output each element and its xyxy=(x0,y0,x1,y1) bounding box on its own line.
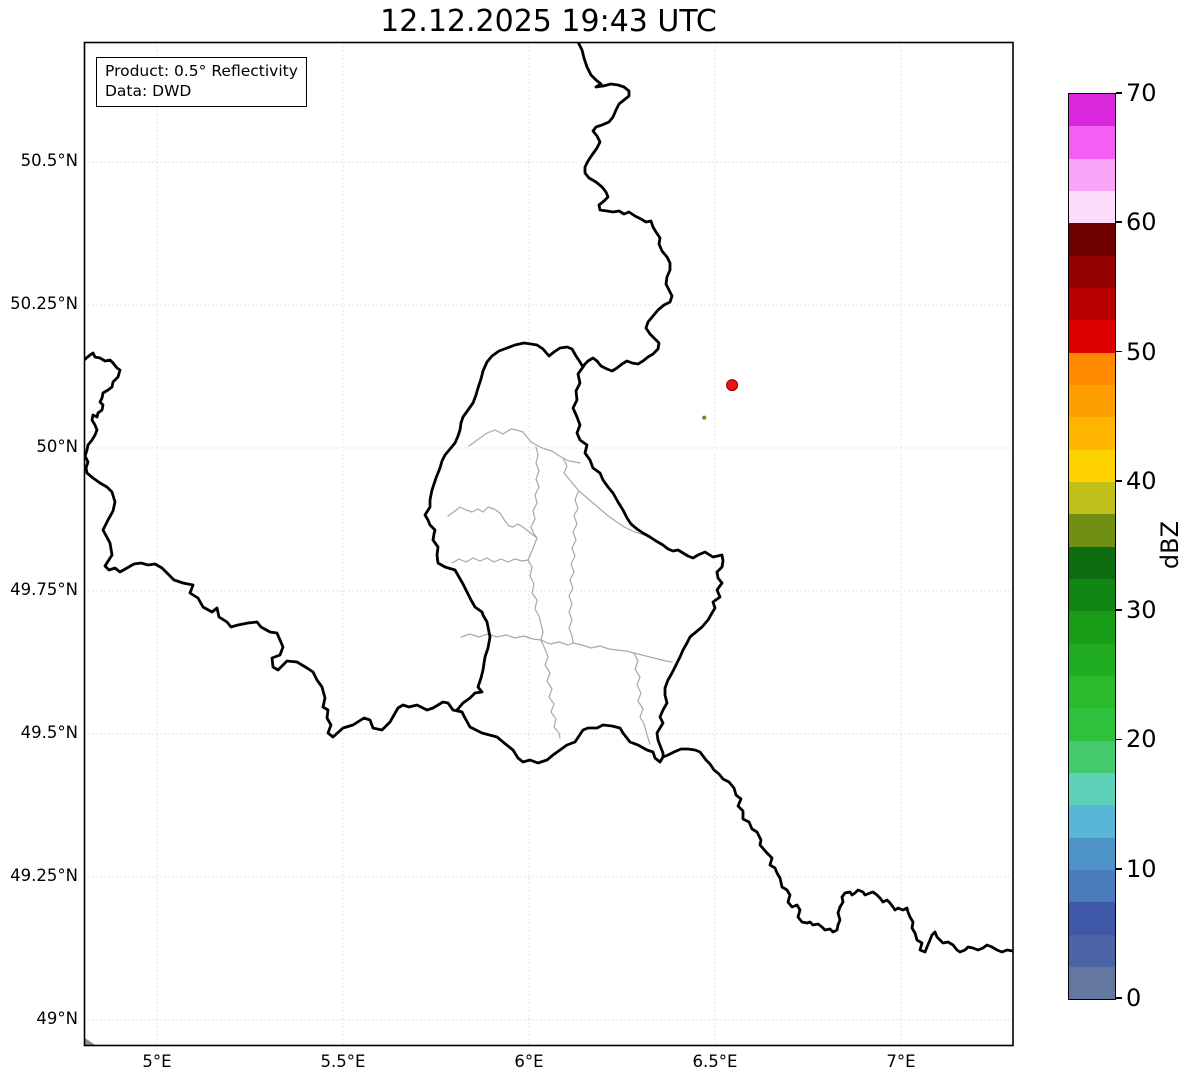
info-product: Product: 0.5° Reflectivity xyxy=(105,62,298,80)
info-data-source: Data: DWD xyxy=(105,82,192,101)
colorbar-tick-label: 20 xyxy=(1126,725,1157,754)
colorbar-segment xyxy=(1069,805,1115,838)
colorbar-tick-label: 10 xyxy=(1126,854,1157,883)
y-tick-label: 50°N xyxy=(36,437,78,456)
y-tick-label: 49.5°N xyxy=(20,723,78,742)
colorbar-segment xyxy=(1069,287,1115,321)
colorbar-segment xyxy=(1069,481,1115,515)
colorbar-segment xyxy=(1069,352,1115,385)
colorbar-segment xyxy=(1069,158,1115,191)
colorbar-tick-mark xyxy=(1115,480,1122,482)
colorbar xyxy=(1068,93,1116,1000)
colorbar-segment xyxy=(1069,837,1115,870)
canton-line-remich xyxy=(633,652,651,745)
colorbar-tick-mark xyxy=(1115,350,1122,353)
colorbar-tick-label: 30 xyxy=(1126,596,1157,625)
x-tick-label: 5.5°E xyxy=(320,1052,366,1071)
canton-line-esch xyxy=(540,639,561,739)
colorbar-segment xyxy=(1069,772,1115,806)
colorbar-segment xyxy=(1069,902,1115,935)
colorbar-segment xyxy=(1069,514,1115,547)
y-tick-label: 49°N xyxy=(36,1009,78,1028)
colorbar-segment xyxy=(1069,449,1115,482)
colorbar-tick-mark xyxy=(1115,92,1122,94)
colorbar-segment xyxy=(1069,417,1115,450)
colorbar-segment xyxy=(1069,643,1115,676)
colorbar-segment xyxy=(1069,384,1115,418)
colorbar-segment xyxy=(1069,740,1115,773)
colorbar-tick-mark xyxy=(1115,738,1122,741)
plot-title: 12.12.2025 19:43 UTC xyxy=(380,4,717,39)
colorbar-tick-label: 70 xyxy=(1126,79,1157,107)
radar-echoes xyxy=(702,379,739,420)
colorbar-tick-mark xyxy=(1115,867,1122,870)
canton-line-central-vertical xyxy=(527,446,544,641)
border-france-belgium xyxy=(84,351,464,739)
colorbar-tick-mark xyxy=(1115,221,1122,224)
colorbar-segment xyxy=(1069,320,1115,353)
country-borders xyxy=(84,42,1013,954)
colorbar-segment xyxy=(1069,94,1115,127)
colorbar-segment xyxy=(1069,546,1115,579)
colorbar-segment xyxy=(1069,578,1115,612)
colorbar-tick-label: 60 xyxy=(1126,208,1157,237)
y-tick-label: 50.25°N xyxy=(10,294,78,313)
colorbar-segment xyxy=(1069,223,1115,256)
canton-line-redange xyxy=(451,557,529,564)
y-tick-label: 49.75°N xyxy=(10,580,78,599)
echo-strong xyxy=(726,379,739,392)
canton-line-vianden-diagonal xyxy=(562,457,649,537)
luxembourg-canton-borders xyxy=(447,428,673,745)
info-box: Product: 0.5° Reflectivity Data: DWD xyxy=(96,57,307,107)
x-tick-label: 5°E xyxy=(142,1052,172,1071)
plot-frame xyxy=(83,41,1014,1047)
colorbar-tick-label: 0 xyxy=(1126,984,1142,1012)
border-luxembourg-outline xyxy=(423,341,725,765)
canton-line-east-vertical xyxy=(568,491,579,644)
colorbar-segment xyxy=(1069,190,1115,224)
y-tick-label: 50.5°N xyxy=(20,151,78,170)
colorbar-tick-label: 50 xyxy=(1126,337,1157,366)
x-tick-label: 7°E xyxy=(886,1052,916,1071)
colorbar-segment xyxy=(1069,966,1115,1000)
colorbar-segment xyxy=(1069,126,1115,159)
colorbar-segment xyxy=(1069,255,1115,288)
colorbar-segment xyxy=(1069,869,1115,903)
canton-line-clervaux xyxy=(468,428,581,464)
x-tick-label: 6.5°E xyxy=(692,1052,738,1071)
canton-line-south-horizontal xyxy=(460,633,673,663)
colorbar-label: dBZ xyxy=(1156,520,1184,570)
x-tick-label: 6°E xyxy=(514,1052,544,1071)
echo-weak xyxy=(702,415,707,420)
colorbar-tick-mark xyxy=(1115,609,1122,611)
colorbar-segment xyxy=(1069,708,1115,741)
colorbar-segment xyxy=(1069,934,1115,967)
colorbar-tick-mark xyxy=(1115,997,1122,999)
corner-patch xyxy=(85,1038,96,1046)
colorbar-gradient xyxy=(1069,94,1115,1000)
border-france-germany xyxy=(661,747,1013,954)
graticule xyxy=(84,42,1013,1046)
colorbar-tick-label: 40 xyxy=(1126,466,1157,495)
border-belgium-germany xyxy=(576,42,674,373)
canton-line-wiltz xyxy=(447,506,538,539)
colorbar-segment xyxy=(1069,611,1115,644)
y-tick-label: 49.25°N xyxy=(10,866,78,885)
colorbar-segment xyxy=(1069,675,1115,709)
